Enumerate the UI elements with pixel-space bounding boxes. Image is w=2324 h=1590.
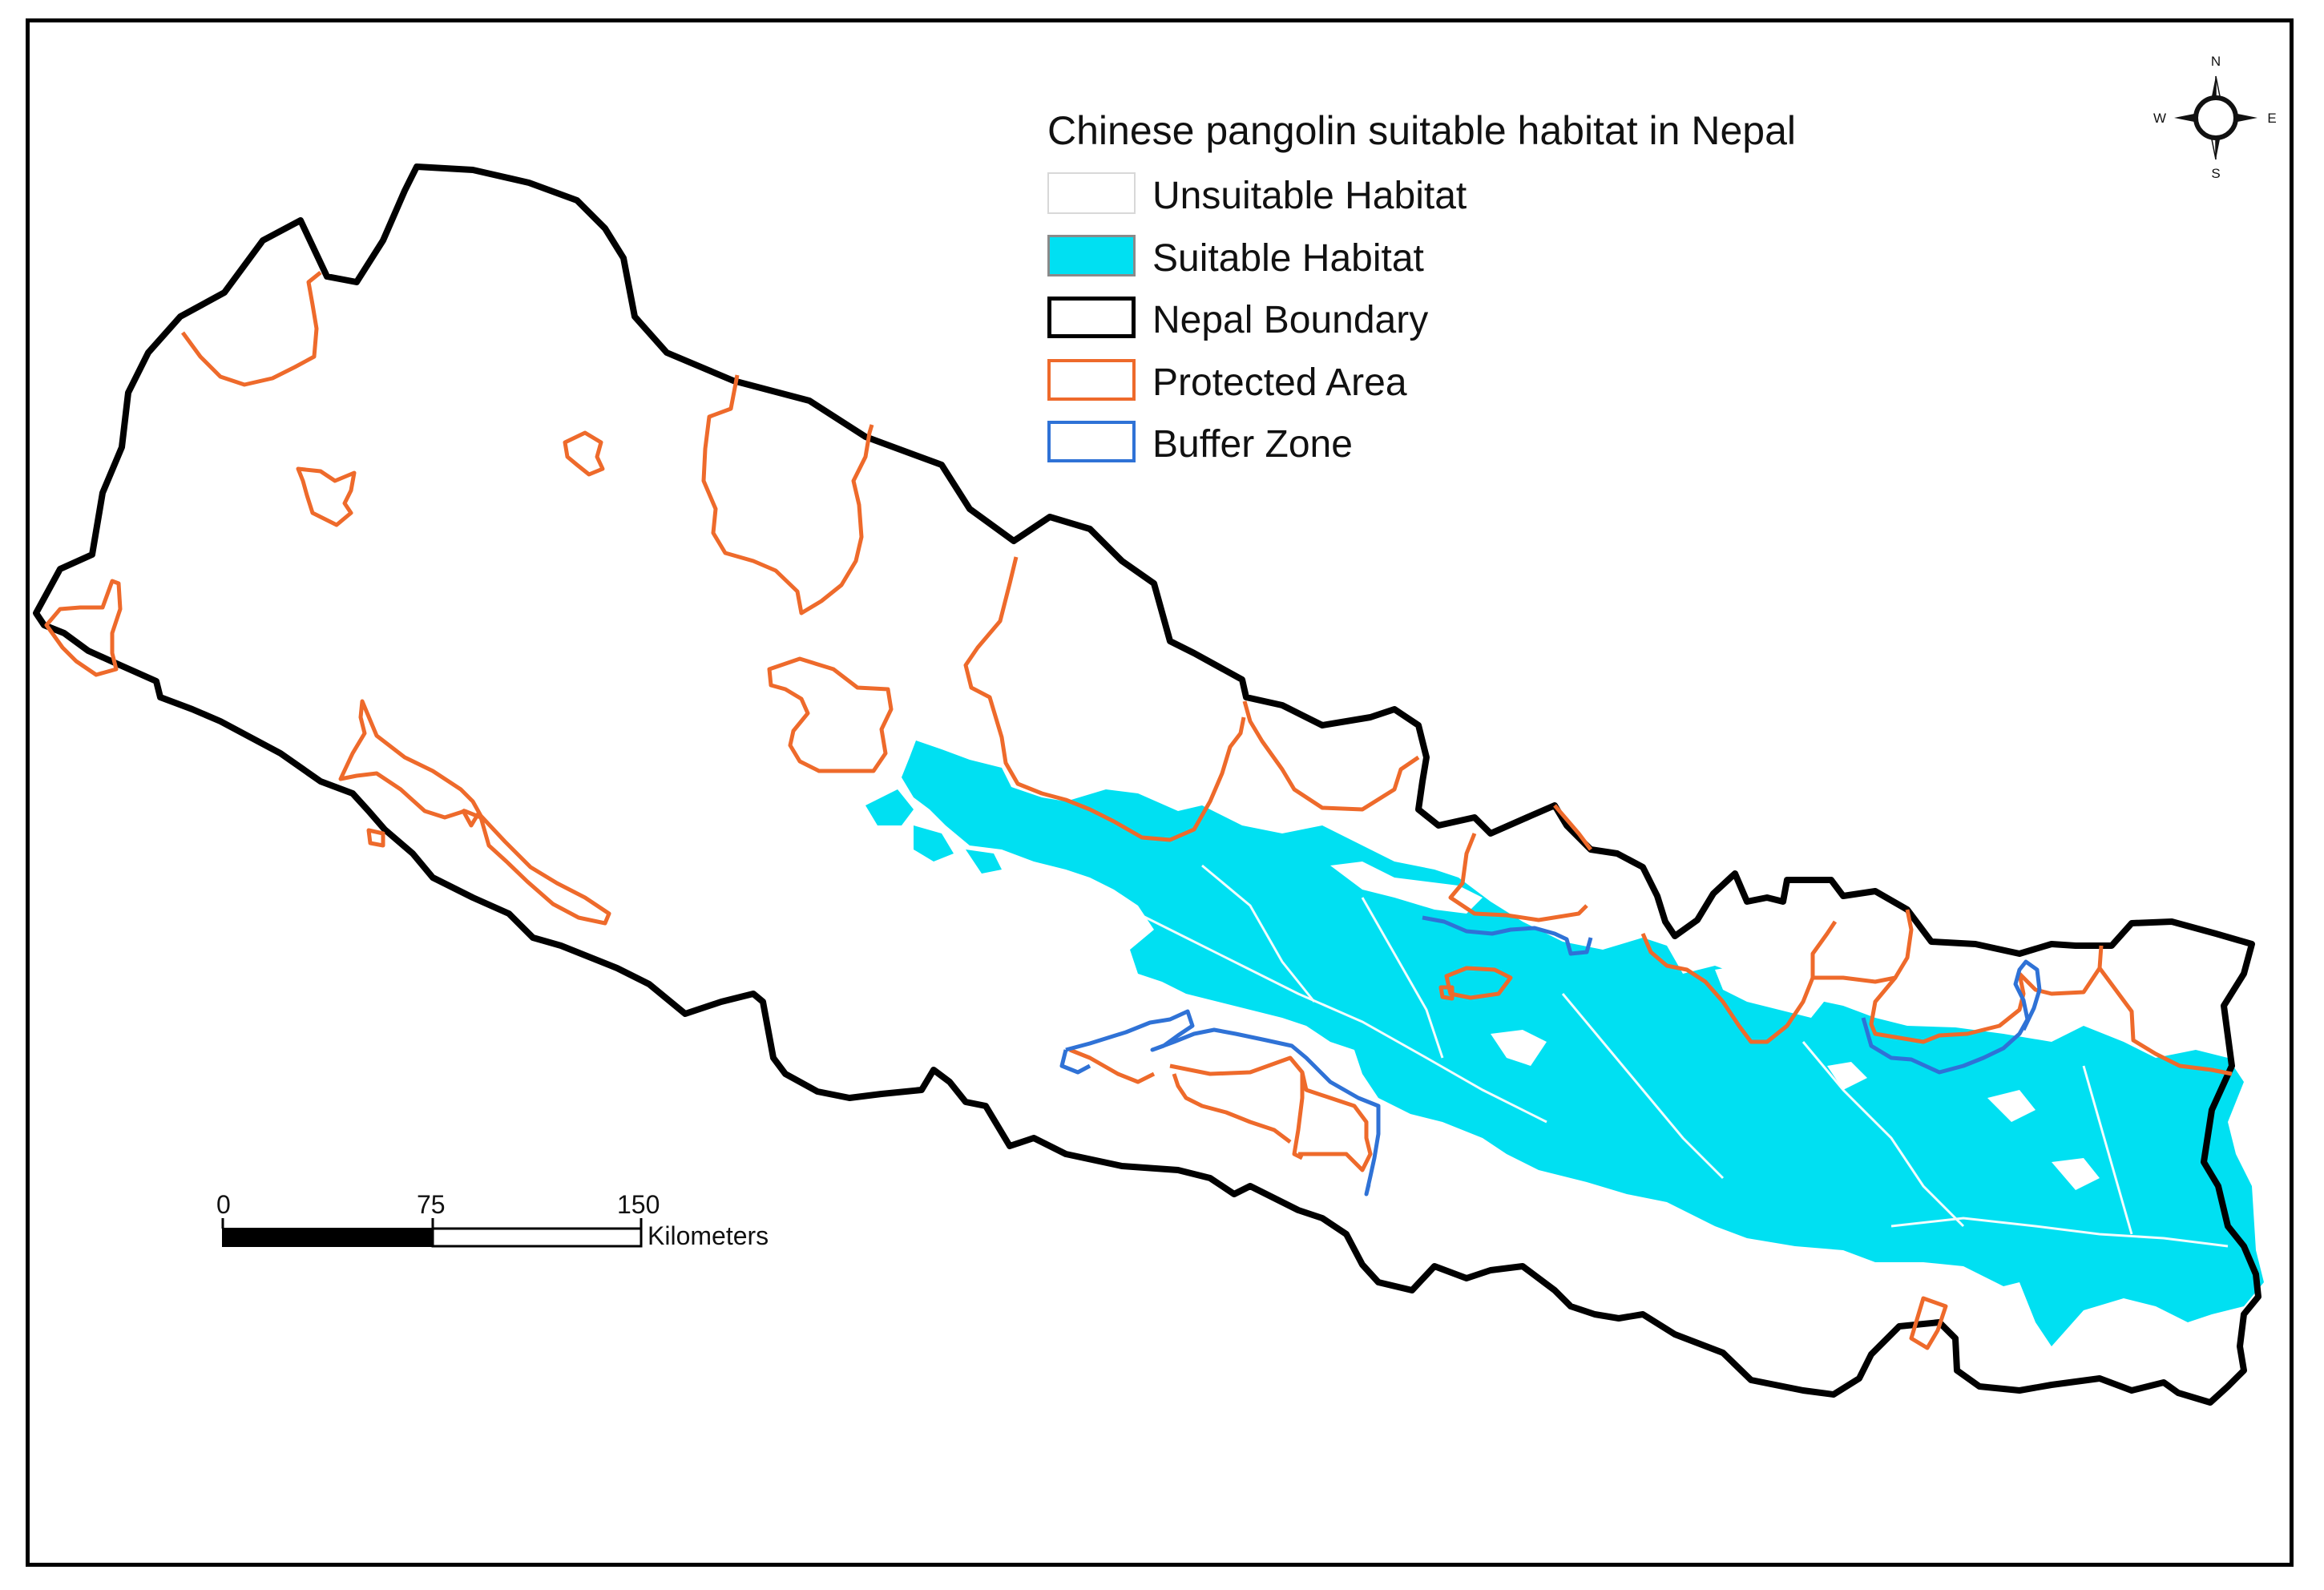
legend-swatch-buffer-zone <box>1047 421 1136 462</box>
legend-swatch-unsuitable-habitat <box>1047 172 1136 214</box>
scale-tick-150: 150 <box>617 1190 660 1219</box>
unsuitable-habitat-gaps <box>1250 862 2100 1190</box>
legend-swatch-protected-area <box>1047 359 1136 401</box>
compass-w: W <box>2153 111 2166 126</box>
rivers-layer <box>1137 864 2229 1248</box>
suitable-habitat-layer <box>865 741 2264 1346</box>
compass-e: E <box>2267 111 2276 126</box>
legend-label-nepal-boundary: Nepal Boundary <box>1152 299 1429 341</box>
compass-s: S <box>2211 166 2220 181</box>
compass-rose: N S E W <box>2153 54 2277 181</box>
legend-swatch-nepal-boundary <box>1047 297 1136 338</box>
scale-tick-0: 0 <box>216 1190 231 1219</box>
nepal-boundary <box>33 163 2261 1406</box>
legend-label-suitable-habitat: Suitable Habitat <box>1152 237 1424 280</box>
legend-swatch-suitable-habitat <box>1047 235 1136 276</box>
legend-label-protected-area: Protected Area <box>1152 361 1407 404</box>
scale-unit: Kilometers <box>648 1221 769 1250</box>
legend-label-buffer-zone: Buffer Zone <box>1152 423 1353 466</box>
map-frame <box>26 18 2294 1567</box>
scale-bar <box>221 1218 643 1248</box>
buffer-zones-layer <box>1059 915 2042 1197</box>
compass-n: N <box>2211 54 2221 69</box>
legend-label-unsuitable-habitat: Unsuitable Habitat <box>1152 175 1467 217</box>
protected-areas-layer <box>44 271 2233 1350</box>
scale-tick-75: 75 <box>417 1190 446 1219</box>
legend-title: Chinese pangolin suitable habitat in Nep… <box>1047 108 1796 153</box>
